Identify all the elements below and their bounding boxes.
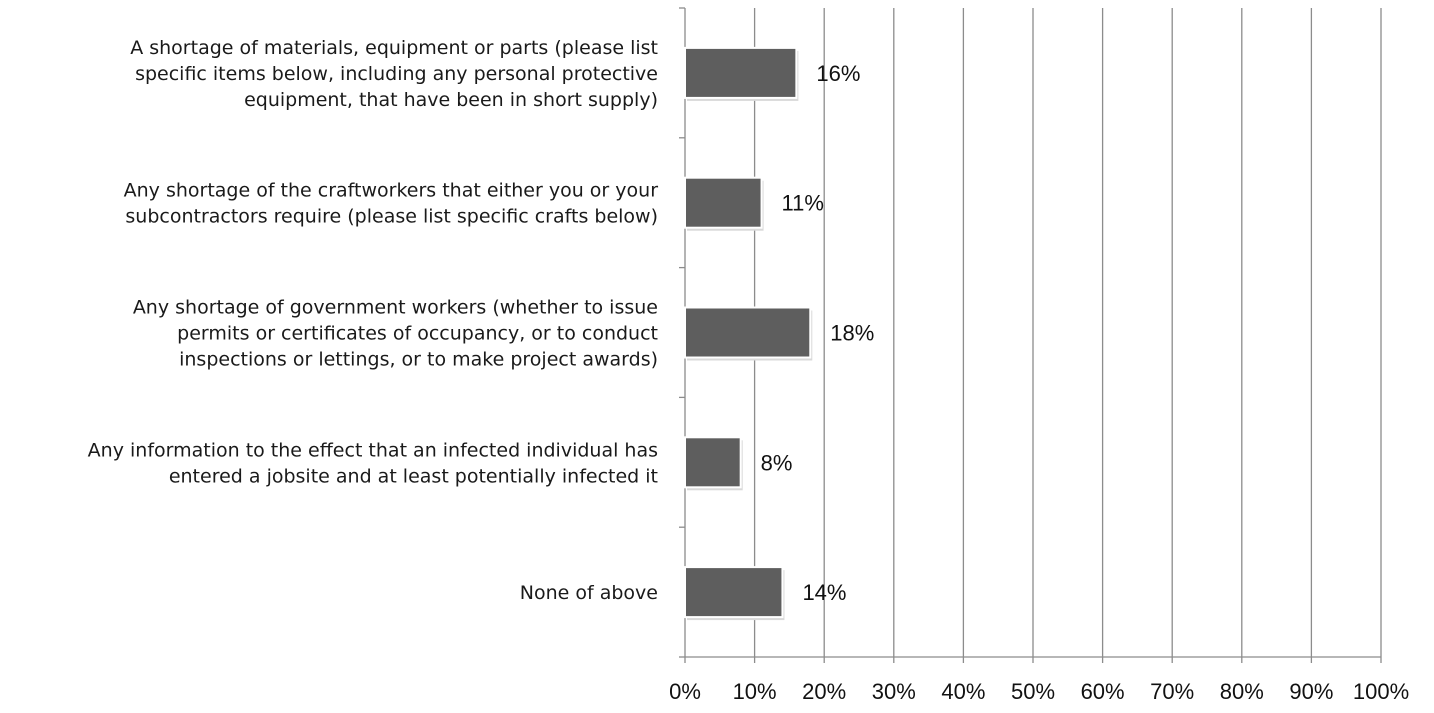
- x-tick-label: 10%: [733, 679, 777, 704]
- data-label: 18%: [830, 321, 874, 346]
- x-tick-label: 60%: [1081, 679, 1125, 704]
- data-label: 11%: [782, 191, 824, 216]
- category-label-line: None of above: [520, 582, 658, 604]
- category-label: Any shortage of government workers (whet…: [133, 297, 658, 371]
- category-label-line: Any information to the effect that an in…: [88, 439, 658, 461]
- data-label: 16%: [816, 61, 860, 86]
- category-label: None of above: [520, 582, 658, 604]
- bars: [684, 46, 813, 621]
- x-tick-label: 20%: [802, 679, 846, 704]
- category-label-line: Any shortage of the craftworkers that ei…: [124, 180, 659, 202]
- category-label: Any information to the effect that an in…: [88, 439, 658, 487]
- x-tick-label: 80%: [1220, 679, 1264, 704]
- x-tick-label: 30%: [872, 679, 916, 704]
- x-tick-label: 0%: [669, 679, 701, 704]
- x-tick-label: 70%: [1150, 679, 1194, 704]
- category-label: A shortage of materials, equipment or pa…: [130, 37, 658, 111]
- grid-lines: [753, 8, 1382, 657]
- category-label-line: permits or certificates of occupancy, or…: [177, 323, 658, 345]
- category-label: Any shortage of the craftworkers that ei…: [124, 180, 659, 228]
- labels: 0% 10% 20% 30% 40% 50% 60% 70% 80% 90% 100% 16% A sh…: [88, 37, 1409, 704]
- category-label-line: Any shortage of government workers (whet…: [133, 297, 658, 319]
- category-label-line: subcontractors require (please list spec…: [125, 206, 658, 228]
- category-label-line: entered a jobsite and at least potential…: [169, 465, 658, 487]
- data-label: 8%: [761, 450, 793, 475]
- x-tick-label: 50%: [1011, 679, 1055, 704]
- bar: [684, 436, 742, 489]
- x-tick-label: 90%: [1289, 679, 1333, 704]
- category-label-line: inspections or lettings, or to make proj…: [179, 349, 658, 371]
- x-tick-label: 100%: [1353, 679, 1409, 704]
- bar: [684, 566, 784, 619]
- category-label-line: equipment, that have been in short suppl…: [244, 89, 658, 111]
- bar: [684, 176, 763, 229]
- category-label-line: A shortage of materials, equipment or pa…: [130, 37, 658, 59]
- bar: [684, 306, 812, 359]
- data-label: 14%: [802, 580, 846, 605]
- bar: [684, 46, 798, 99]
- x-tick-label: 40%: [941, 679, 985, 704]
- category-label-line: specific items below, including any pers…: [135, 63, 658, 85]
